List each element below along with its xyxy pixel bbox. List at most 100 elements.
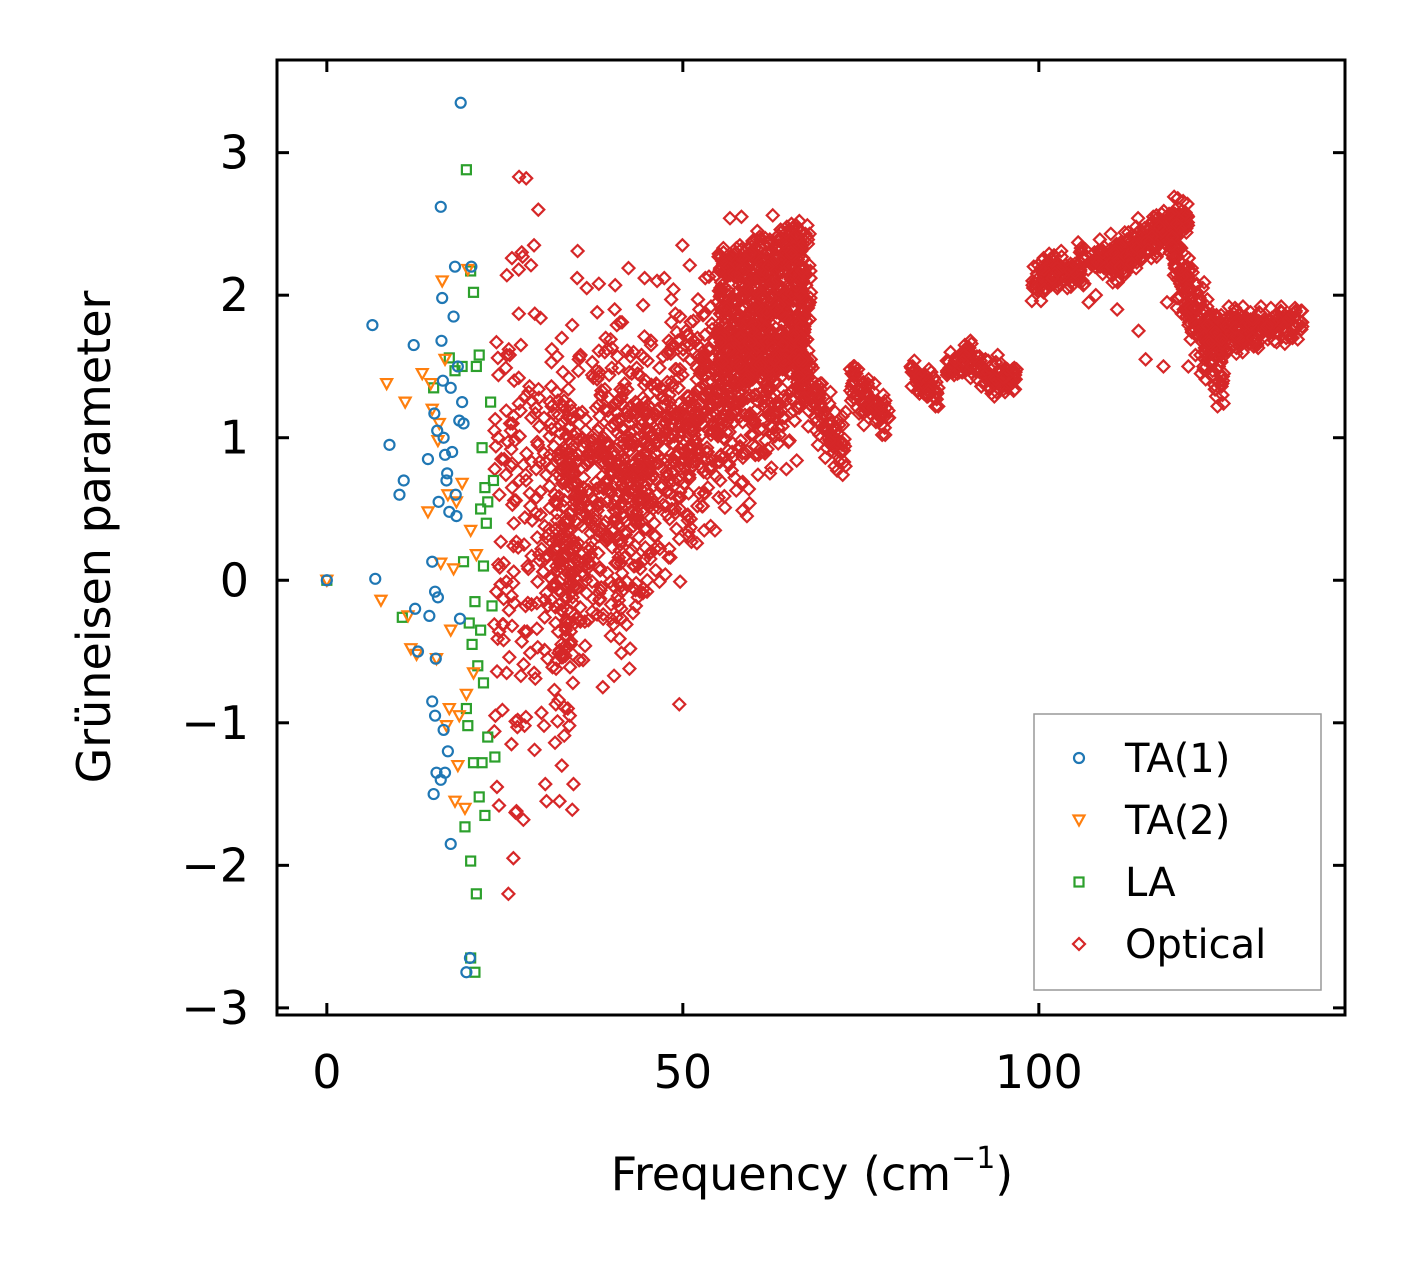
data-point (465, 855, 477, 867)
data-point (795, 236, 812, 252)
data-point (796, 381, 812, 397)
data-point (765, 207, 781, 223)
data-point (558, 401, 574, 417)
data-point (560, 478, 576, 494)
data-point (1138, 351, 1154, 367)
data-point (920, 383, 937, 399)
data-point (874, 427, 890, 443)
data-point (607, 301, 623, 317)
data-point (714, 354, 730, 370)
data-point (450, 510, 463, 523)
data-point (603, 485, 619, 501)
data-point (438, 766, 452, 779)
data-point (602, 574, 618, 590)
data-point (436, 374, 449, 387)
data-point (927, 390, 943, 406)
data-point (631, 450, 647, 466)
data-point (722, 210, 738, 226)
data-point (518, 709, 534, 725)
data-point (628, 598, 644, 614)
data-point (611, 360, 627, 376)
data-point (1036, 261, 1052, 278)
data-point (475, 624, 487, 636)
data-point (789, 452, 805, 469)
data-point (796, 310, 812, 326)
data-point (561, 718, 577, 734)
data-point (1052, 276, 1068, 292)
data-point (1169, 290, 1185, 306)
data-point (460, 164, 472, 176)
data-point (485, 396, 497, 408)
data-point (449, 488, 462, 501)
data-point (591, 368, 607, 384)
data-point (756, 394, 773, 410)
data-point (653, 480, 669, 496)
data-point (1180, 217, 1196, 233)
data-point (1201, 334, 1217, 350)
data-point (453, 612, 467, 625)
data-point (572, 347, 589, 363)
data-point (451, 710, 467, 724)
data-point (711, 383, 727, 399)
data-point (437, 353, 453, 368)
data-point (954, 353, 970, 369)
data-point (553, 442, 569, 459)
data-point (1128, 260, 1144, 276)
data-point (712, 377, 728, 393)
data-point (554, 330, 570, 346)
data-point (591, 480, 607, 496)
data-point (778, 224, 794, 241)
data-point (712, 330, 728, 346)
data-point (1037, 273, 1053, 289)
data-point (569, 270, 585, 286)
data-point (457, 802, 473, 817)
data-point (827, 418, 843, 434)
data-point (540, 548, 556, 564)
data-point (689, 498, 705, 514)
data-point (637, 521, 653, 537)
data-point (1253, 299, 1269, 315)
data-point (435, 334, 448, 347)
data-point (764, 274, 780, 290)
data-point (717, 310, 733, 326)
data-point (733, 209, 749, 225)
data-point (1169, 216, 1185, 232)
data-point (503, 736, 520, 752)
data-point (581, 542, 597, 558)
data-point (505, 575, 521, 591)
data-point (629, 504, 645, 520)
data-point (532, 484, 548, 500)
data-point (740, 368, 756, 384)
data-point (1107, 246, 1124, 262)
data-point (672, 484, 688, 500)
data-point (499, 665, 515, 681)
data-point (649, 377, 665, 393)
data-point (662, 549, 678, 566)
data-point (788, 226, 805, 242)
data-point (637, 405, 653, 422)
data-point (1130, 323, 1147, 339)
data-point (593, 383, 610, 399)
data-point (689, 535, 705, 551)
data-point (441, 702, 457, 717)
data-point (763, 324, 779, 340)
data-point (420, 506, 436, 520)
data-point (447, 795, 463, 809)
data-point (516, 656, 532, 672)
data-point (552, 451, 568, 467)
data-point (1063, 259, 1079, 275)
data-point (451, 360, 464, 373)
data-point (787, 413, 803, 429)
data-point (531, 390, 547, 406)
data-point (612, 542, 628, 558)
data-point (767, 428, 783, 444)
data-point (551, 793, 568, 809)
y-tick-label: 3 (220, 126, 249, 180)
data-point (686, 433, 702, 449)
data-point (939, 367, 955, 383)
data-point (524, 548, 540, 564)
data-point (705, 404, 721, 420)
data-point (1244, 330, 1260, 346)
data-point (446, 563, 461, 577)
